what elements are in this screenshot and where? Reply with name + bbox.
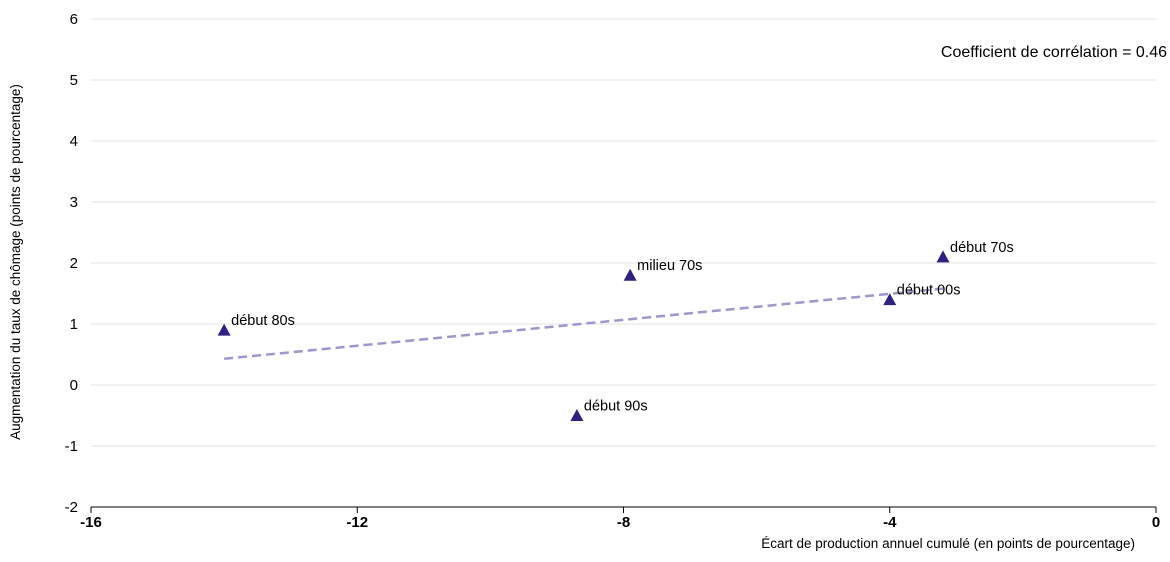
x-tick-label: -8 [617, 514, 630, 531]
y-tick-label: 1 [70, 316, 78, 333]
x-tick-label: -16 [80, 514, 102, 531]
data-point-label: début 80s [231, 313, 295, 329]
y-tick-label: -1 [65, 438, 78, 455]
y-axis-title: Augmentation du taux de chômage (points … [8, 84, 23, 440]
trendline [224, 287, 944, 361]
data-point-marker [883, 293, 897, 306]
data-point-marker [936, 250, 950, 263]
y-tick-label: 6 [70, 11, 78, 28]
data-point-label: milieu 70s [637, 258, 702, 274]
data-point-label: début 70s [950, 240, 1014, 256]
x-axis: -16 -12 -8 -4 0 [80, 506, 1160, 531]
y-axis-ticks: -2 -1 0 1 2 3 4 5 6 [65, 11, 78, 516]
data-point-label: début 00s [897, 283, 961, 299]
gridlines [91, 18, 1156, 447]
data-point-marker [623, 268, 637, 281]
data-point-marker [570, 409, 584, 422]
y-tick-label: -2 [65, 499, 78, 516]
x-tick-label: 0 [1152, 514, 1160, 531]
data-points: début 80s début 90s milieu 70s début 00s déb… [217, 240, 1014, 422]
x-tick-label: -4 [883, 514, 897, 531]
y-tick-label: 3 [70, 194, 78, 211]
trendline-layer [224, 287, 944, 361]
y-tick-label: 4 [70, 133, 78, 150]
data-point-label: début 90s [584, 399, 648, 415]
y-tick-label: 5 [70, 72, 78, 89]
y-tick-label: 2 [70, 255, 78, 272]
x-tick-label: -12 [346, 514, 368, 531]
data-point-marker [217, 323, 231, 336]
x-axis-title: Écart de production annuel cumulé (en po… [761, 536, 1135, 551]
correlation-annotation: Coefficient de corrélation = 0.46 [941, 44, 1167, 61]
y-tick-label: 0 [70, 377, 78, 394]
